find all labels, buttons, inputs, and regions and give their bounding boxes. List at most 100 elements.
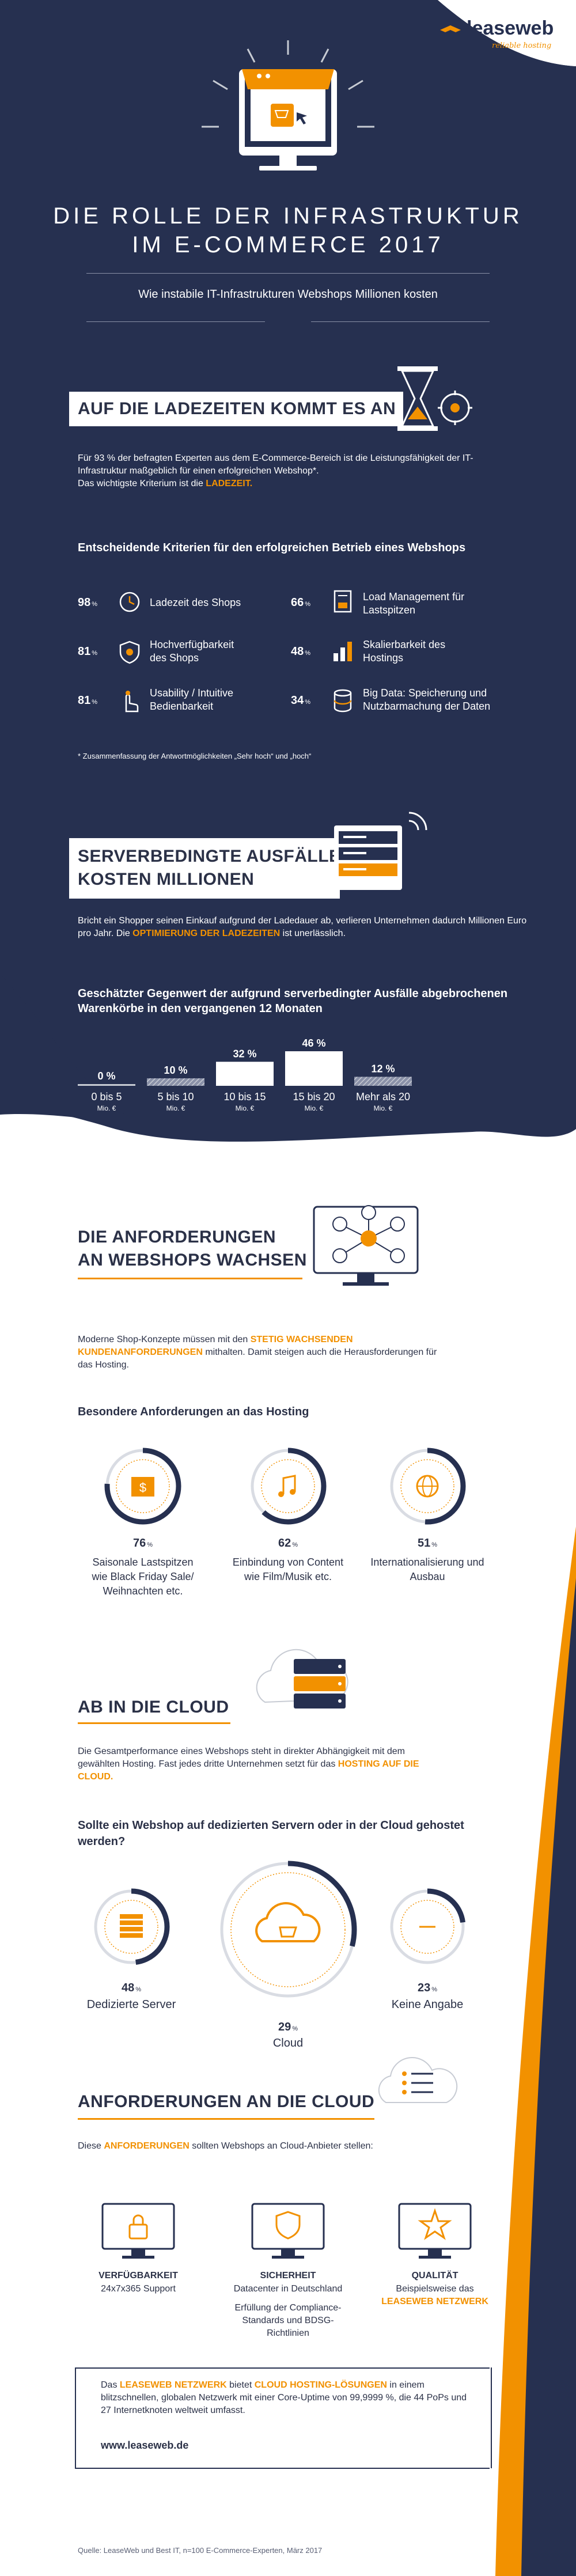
criterion-label: Usability / Intuitive Bedienbarkeit [150,687,234,712]
cloud-ring-arc [389,1888,466,1965]
criteria-list: 98% Ladezeit des Shops 81% Hochverfügbar… [0,588,576,714]
hosting-label: Einbindung von Content wie Film/Musik et… [232,1556,344,1582]
shop-monitor-icon [202,40,374,171]
source-note: Quelle: LeaseWeb und Best IT, n=100 E-Co… [78,2546,323,2555]
cloud-pct-label: 29% [278,2021,298,2033]
section4-text-hl: HOSTING AUF DIE CLOUD. [78,1759,419,1782]
bar-value-label: 46 % [302,1037,325,1049]
bar-category-label: Mehr als 20 [356,1091,410,1103]
requirement-title: QUALITÄT [411,2271,458,2280]
section3-text: Moderne Shop-Konzepte müssen mit den STE… [78,1334,446,1372]
bar-category-label: 15 bis 20 [293,1091,335,1103]
page-title: DIE ROLLE DER INFRASTRUKTUR IM E-COMMERC… [0,202,576,259]
requirement-line: 24x7x365 Support [101,2284,176,2294]
cloud-option-label: Cloud [272,2037,304,2050]
star-monitor-icon [398,2203,472,2259]
bar-value-label: 12 % [371,1063,395,1074]
footer-box-bottom-rule [75,2468,490,2469]
criterion-label: Ladezeit des Shops [150,597,241,608]
hosting-pct-label: 51% [417,1537,438,1550]
criteria-heading: Entscheidende Kriterien für den erfolgre… [78,541,466,554]
globe-icon [416,1475,439,1498]
section2-text-hl: OPTIMIERUNG DER LADEZEITEN [132,929,281,938]
criterion-label: Load Management für Lastspitzen [363,591,465,616]
cloud-ring [219,1861,357,1999]
hosting-pct-label: 76% [132,1537,153,1550]
bar-category-label: 5 bis 10 [157,1091,194,1103]
bar-value-label: 32 % [233,1048,256,1059]
section1-text-hl: LADEZEIT. [206,479,253,488]
criterion-pct: 66 [291,596,304,609]
requirement-qualitaet: QUALITÄT Beispielsweise das LEASEWEB NET… [369,2200,501,2316]
title-line-1: DIE ROLLE DER INFRASTRUKTUR [53,203,523,229]
requirement-sicherheit: SICHERHEIT Datacenter in Deutschland Erf… [219,2200,357,2339]
server-icon [120,1914,143,1938]
cloud-pct-label: 48% [121,1982,142,1994]
section2-heading-line1: SERVERBEDINGTE AUSFÄLLE [78,847,341,866]
bar-unit-label: Mio. € [305,1104,324,1112]
criterion-label: Big Data: Speicherung und Nutzbarmachung… [363,687,491,712]
section2-text: Bricht ein Shopper seinen Einkauf aufgru… [78,915,539,940]
cloud-cart-icon [255,1902,321,1942]
shield-monitor-icon [251,2203,325,2259]
music-note-icon [278,1475,296,1497]
hosting-label: Saisonale Lastspitzen wie Black Friday S… [92,1556,194,1597]
bar-value-label: 0 % [97,1070,115,1082]
section3-underline [78,1278,302,1279]
section4-text: Die Gesamtperformance eines Webshops ste… [78,1745,435,1783]
connected-monitor-icon [313,1205,419,1286]
section1-panel [69,392,403,426]
section3-heading-line1: DIE ANFORDERUNGEN [78,1228,276,1247]
criterion-pct: 34 [291,694,304,707]
hourglass-icon [397,366,472,431]
title-line-2: IM E-COMMERCE 2017 [132,232,444,257]
section2-text-a: Bricht ein Shopper seinen Einkauf aufgru… [78,916,527,938]
bar-unit-label: Mio. € [374,1104,393,1112]
footer-box [75,2367,492,2468]
section5-text-hl: ANFORDERUNGEN [104,2141,190,2151]
hosting-ring-arc [249,1448,327,1525]
gauge-icon [334,590,352,613]
footer-hl-1: LEASEWEB NETZWERK [119,2380,227,2390]
section4-underline [78,1722,230,1724]
subtitle-rule-right [311,321,490,322]
criterion-pct: 48 [291,645,304,658]
bar-2 [216,1062,274,1086]
footer-text-c: in einem blitzschnellen, globalen Netzwe… [101,2380,467,2415]
criterion-label: Skalierbarkeit des Hostings [363,639,446,664]
bar-category-label: 0 bis 5 [91,1091,122,1103]
server-signal-icon [334,812,427,890]
requirement-title: SICHERHEIT [260,2271,316,2280]
scale-icon [334,642,352,661]
hosting-preference: 48% Dedizierte Server 29% Cloud 23% Keine Ang… [0,1861,576,2051]
footer-hl-2: CLOUD HOSTING-LÖSUNGEN [254,2380,387,2390]
svg-text:$: $ [139,1480,146,1495]
percent-sign: % [305,650,311,657]
requirement-title: VERFÜGBARKEIT [98,2271,178,2280]
footer-text-b: bietet [229,2380,252,2390]
logo-brand: leaseweb [467,17,554,39]
section4-heading: AB IN DIE CLOUD [78,1698,229,1717]
percent-sign: % [92,650,98,657]
footer-url[interactable]: www.leaseweb.de [101,2439,189,2451]
bar-value-label: 10 % [164,1065,187,1076]
section5-text-a: Diese [78,2141,101,2151]
hosting-pct-label: 62% [278,1537,298,1550]
shield-icon [119,641,140,664]
hosting-ring-arc [104,1448,181,1525]
section2-panel [69,838,340,899]
cloud-ring-arc [93,1888,170,1965]
requirement-highlight: LEASEWEB NETZWERK [381,2297,488,2306]
section5-text-b: sollten Webshops an Cloud-Anbieter stell… [192,2141,373,2151]
cloud-checklist-icon [378,2057,458,2103]
requirement-verfuegbarkeit: VERFÜGBARKEIT 24x7x365 Support [75,2200,202,2316]
section3-subheading: Besondere Anforderungen an das Hosting [78,1406,309,1418]
logo[interactable]: leaseweb reliable hosting [439,17,560,58]
section1-underline [0,433,576,434]
hand-icon [125,691,139,713]
cloud-pct-label: 23% [417,1982,438,1994]
clock-icon [119,592,140,612]
section1-text: Für 93 % der befragten Experten aus dem … [78,452,516,490]
cloud-ring [389,1888,466,1965]
